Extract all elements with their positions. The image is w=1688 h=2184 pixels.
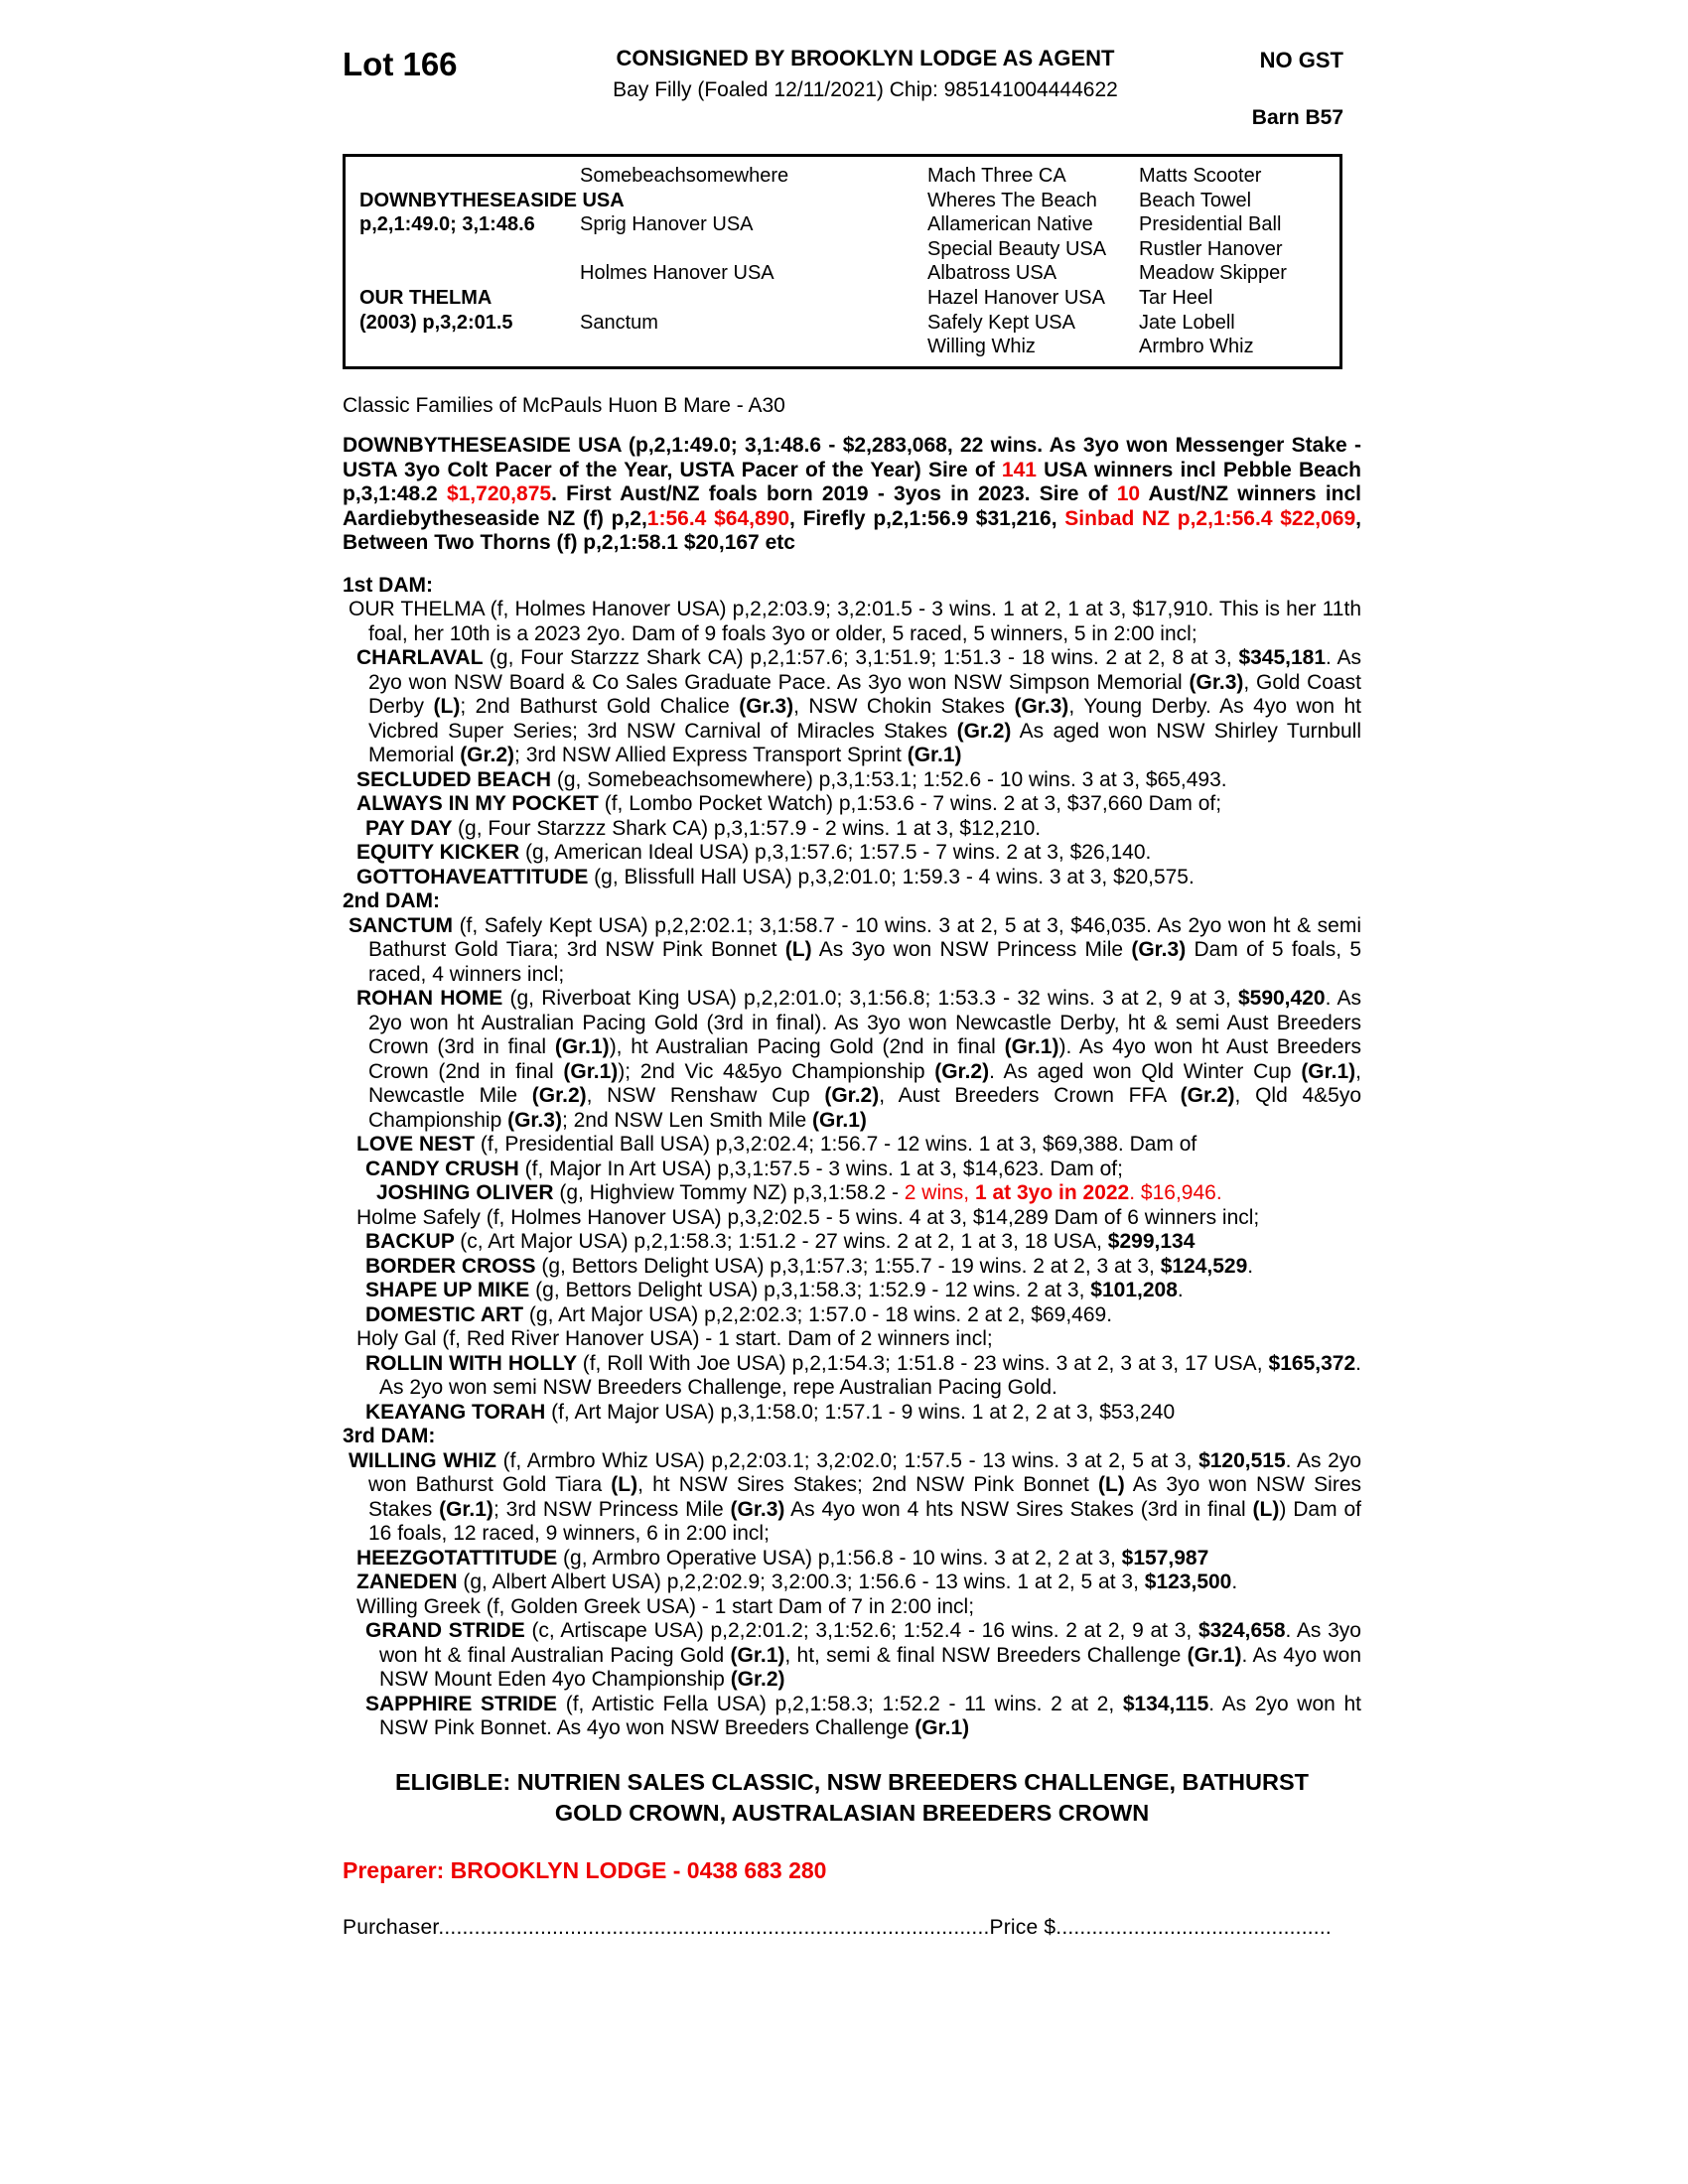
pedigree-ancestor-cell: Tar Heel (1139, 286, 1213, 309)
pedigree-ancestor-cell (580, 335, 927, 359)
eligible-line-2: GOLD CROWN, AUSTRALASIAN BREEDERS CROWN (554, 1799, 1150, 1826)
pedigree-ancestor-cell: Presidential Ball (1139, 213, 1282, 236)
second-dam-heading: 2nd DAM: (343, 889, 440, 913)
entry-border-cross: BORDER CROSS (g, Bettors Delight USA) p,… (365, 1254, 1254, 1278)
page-content: Lot 166 CONSIGNED BY BROOKLYN LODGE AS A… (343, 46, 1361, 1941)
entry-keayang-torah: KEAYANG TORAH (f, Art Major USA) p,3,1:5… (365, 1400, 1176, 1424)
entry-grand-stride: GRAND STRIDE (c, Artiscape USA) p,2,2:01… (365, 1619, 1361, 1692)
pedigree-ancestor-cell: Special Beauty USA (927, 237, 1107, 260)
entry-rollin-with-holly: ROLLIN WITH HOLLY (f, Roll With Joe USA)… (365, 1351, 1361, 1400)
pedigree-principal-cell (359, 261, 580, 286)
lot-number: Lot 166 (343, 46, 458, 82)
pedigree-ancestor-cell: Hazel Hanover USA (927, 286, 1105, 309)
pedigree-principal-cell (359, 164, 580, 189)
entry-rohan-home: ROHAN HOME (g, Riverboat King USA) p,2,2… (356, 987, 1362, 1132)
entry-holme-safely: Holme Safely (f, Holmes Hanover USA) p,3… (356, 1205, 1260, 1229)
sire-summary: DOWNBYTHESEASIDE USA (p,2,1:49.0; 3,1:48… (343, 434, 1361, 555)
pedigree-principal-cell: OUR THELMA (359, 286, 492, 309)
pedigree-text: Classic Families of McPauls Huon B Mare … (343, 394, 1361, 1941)
entry-domestic-art: DOMESTIC ART (g, Art Major USA) p,2,2:02… (365, 1302, 1113, 1326)
first-dam-heading: 1st DAM: (343, 573, 434, 597)
entry-our-thelma: OUR THELMA (f, Holmes Hanover USA) p,2,2… (349, 598, 1361, 645)
pedigree-ancestor-cell: Holmes Hanover USA (580, 262, 774, 285)
header-right: NO GST Barn B57 (1158, 46, 1361, 130)
consignor-line: CONSIGNED BY BROOKLYN LODGE AS AGENT (616, 46, 1115, 70)
preparer-line: Preparer: BROOKLYN LODGE - 0438 683 280 (343, 1856, 827, 1883)
gst-status: NO GST (1259, 48, 1343, 72)
entry-sanctum: SANCTUM (f, Safely Kept USA) p,2,2:02.1;… (349, 913, 1362, 986)
entry-gottohaveattitude: GOTTOHAVEATTITUDE (g, Blissfull Hall USA… (356, 865, 1195, 888)
classic-families-line: Classic Families of McPauls Huon B Mare … (343, 393, 785, 417)
header: Lot 166 CONSIGNED BY BROOKLYN LODGE AS A… (343, 46, 1361, 130)
pedigree-principal-cell: (2003) p,3,2:01.5 (359, 311, 513, 334)
pedigree-ancestor-cell: Somebeachsomewhere (580, 165, 789, 187)
pedigree-table: Somebeachsomewhere Mach Three CA Matts Sco… (343, 154, 1342, 369)
pedigree-principal-cell (359, 237, 580, 262)
entry-willing-whiz: WILLING WHIZ (f, Armbro Whiz USA) p,2,2:… (349, 1448, 1362, 1546)
pedigree-principal-cell: p,2,1:49.0; 3,1:48.6 (359, 213, 535, 236)
entry-zaneden: ZANEDEN (g, Albert Albert USA) p,2,2:02.… (356, 1570, 1238, 1594)
header-center: CONSIGNED BY BROOKLYN LODGE AS AGENT Bay… (573, 46, 1158, 102)
pedigree-principal-cell (359, 335, 580, 359)
entry-always-in-my-pocket: ALWAYS IN MY POCKET (f, Lombo Pocket Wat… (356, 792, 1222, 816)
entry-willing-greek: Willing Greek (f, Golden Greek USA) - 1 … (356, 1594, 975, 1618)
entry-charlaval: CHARLAVAL (g, Four Starzzz Shark CA) p,2… (356, 646, 1362, 767)
pedigree-ancestor-cell (580, 237, 927, 262)
pedigree-ancestor-cell: Wheres The Beach (927, 189, 1097, 211)
entry-shape-up-mike: SHAPE UP MIKE (g, Bettors Delight USA) p… (365, 1279, 1184, 1302)
entry-equity-kicker: EQUITY KICKER (g, American Ideal USA) p,… (356, 841, 1152, 865)
pedigree-ancestor-cell: Willing Whiz (927, 336, 1036, 358)
pedigree-ancestor-cell (580, 286, 927, 311)
pedigree-ancestor-cell: Sprig Hanover USA (580, 213, 754, 236)
pedigree-ancestor-cell: Sanctum (580, 311, 658, 334)
foal-description: Bay Filly (Foaled 12/11/2021) Chip: 9851… (613, 78, 1118, 101)
pedigree-ancestor-cell: Allamerican Native (927, 213, 1093, 236)
pedigree-ancestor-cell: Safely Kept USA (927, 311, 1075, 334)
entry-holy-gal: Holy Gal (f, Red River Hanover USA) - 1 … (356, 1327, 993, 1351)
eligible-line-1: ELIGIBLE: NUTRIEN SALES CLASSIC, NSW BRE… (394, 1768, 1309, 1795)
purchaser-line: Purchaser...............................… (343, 1916, 1332, 1940)
entry-secluded-beach: SECLUDED BEACH (g, Somebeachsomewhere) p… (356, 767, 1227, 791)
barn-number: Barn B57 (1251, 106, 1343, 129)
pedigree-ancestor-cell (580, 189, 927, 213)
entry-candy-crush: CANDY CRUSH (f, Major In Art USA) p,3,1:… (365, 1157, 1123, 1180)
entry-backup: BACKUP (c, Art Major USA) p,2,1:58.3; 1:… (365, 1230, 1196, 1254)
entry-pay-day: PAY DAY (g, Four Starzzz Shark CA) p,3,1… (365, 816, 1042, 840)
pedigree-ancestor-cell: Matts Scooter (1139, 165, 1262, 187)
pedigree-ancestor-cell: Rustler Hanover (1139, 237, 1283, 260)
entry-love-nest: LOVE NEST (f, Presidential Ball USA) p,3… (356, 1133, 1197, 1157)
pedigree-ancestor-cell: Jate Lobell (1139, 311, 1235, 334)
entry-joshing-oliver: JOSHING OLIVER (g, Highview Tommy NZ) p,… (376, 1181, 1222, 1205)
pedigree-ancestor-cell: Albatross USA (927, 262, 1057, 285)
pedigree-ancestor-cell: Armbro Whiz (1139, 336, 1254, 358)
entry-sapphire-stride: SAPPHIRE STRIDE (f, Artistic Fella USA) … (365, 1692, 1361, 1740)
entry-heezgotattitude: HEEZGOTATTITUDE (g, Armbro Operative USA… (356, 1546, 1209, 1570)
pedigree-principal-cell: DOWNBYTHESEASIDE USA (359, 189, 625, 211)
pedigree-ancestor-cell: Mach Three CA (927, 165, 1066, 187)
pedigree-ancestor-cell: Beach Towel (1139, 189, 1252, 211)
pedigree-ancestor-cell: Meadow Skipper (1139, 262, 1287, 285)
third-dam-heading: 3rd DAM: (343, 1425, 436, 1448)
